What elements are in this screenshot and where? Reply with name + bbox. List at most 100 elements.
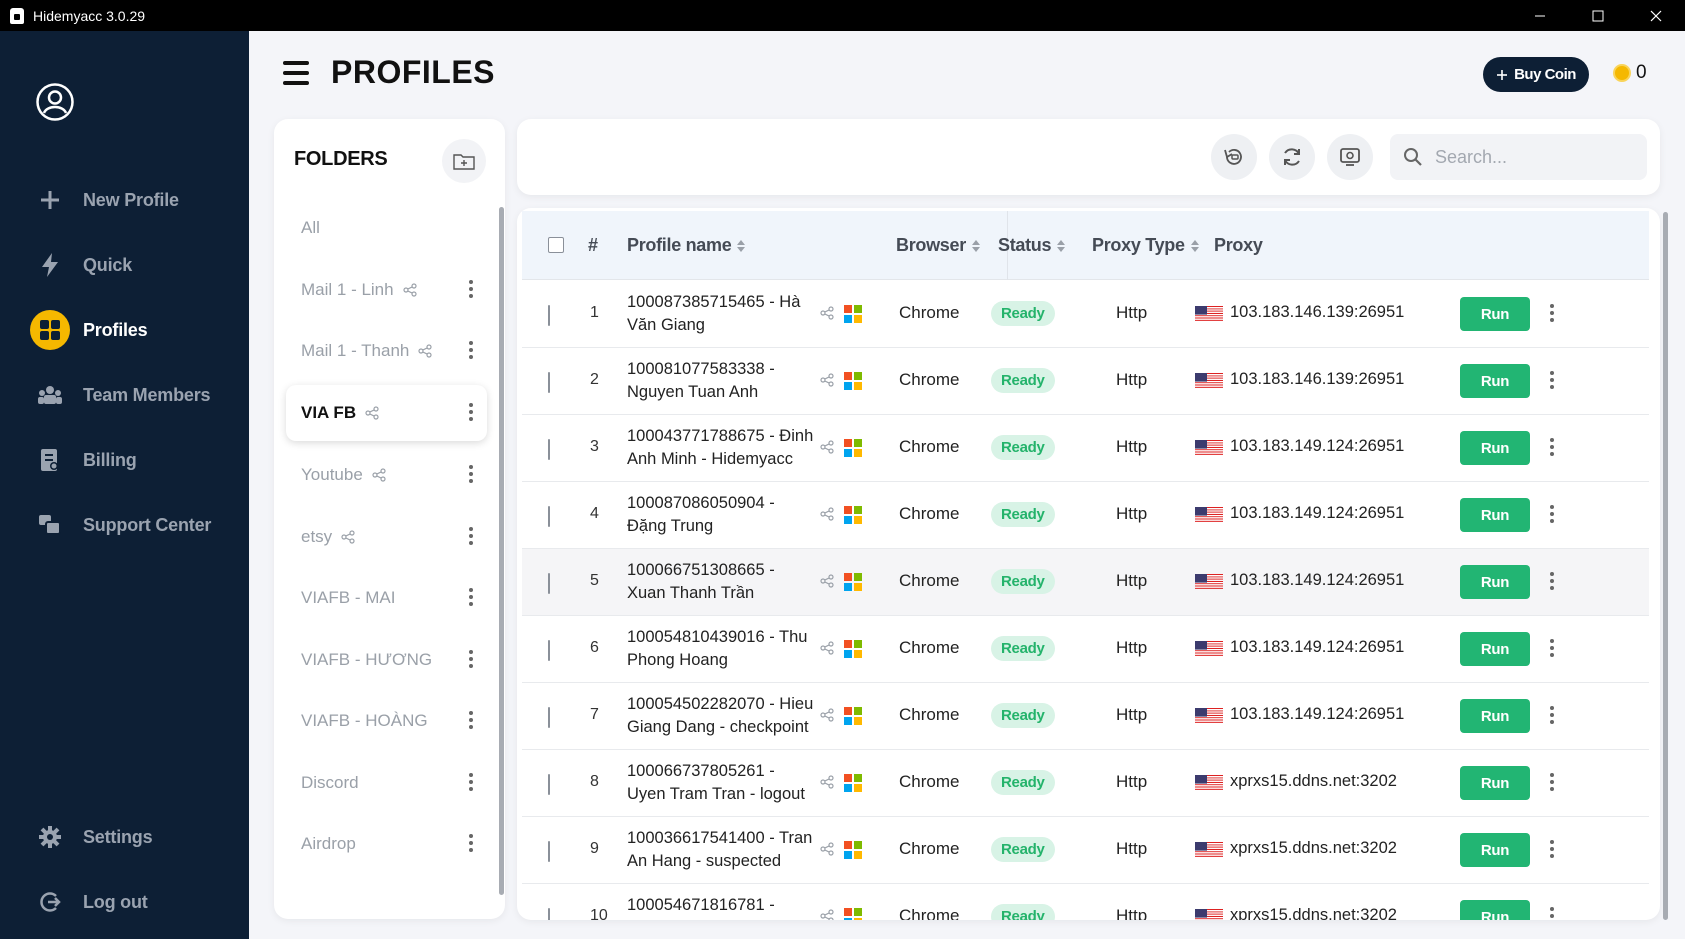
- share-icon[interactable]: [820, 439, 834, 459]
- folder-item[interactable]: VIAFB - MAI: [286, 570, 487, 626]
- table-row[interactable]: 7 100054502282070 - Hieu Giang Dang - che…: [522, 683, 1649, 750]
- run-button[interactable]: Run: [1460, 833, 1530, 867]
- more-options-icon[interactable]: [469, 403, 473, 421]
- profile-name[interactable]: 100087086050904 - Đặng Trung: [627, 494, 775, 535]
- share-icon[interactable]: [820, 707, 834, 727]
- row-checkbox[interactable]: [548, 707, 550, 728]
- run-button[interactable]: Run: [1460, 431, 1530, 465]
- folders-scrollbar[interactable]: [499, 207, 504, 895]
- column-header-proxy-type[interactable]: Proxy Type: [1092, 235, 1199, 256]
- more-options-icon[interactable]: [469, 711, 473, 729]
- sidebar-item-billing[interactable]: Billing: [30, 440, 137, 480]
- table-row[interactable]: 5 100066751308665 - Xuan Thanh Trần Chrome…: [522, 549, 1649, 616]
- more-options-icon[interactable]: [469, 650, 473, 668]
- row-checkbox[interactable]: [548, 774, 550, 795]
- more-options-icon[interactable]: [469, 527, 473, 545]
- folder-item[interactable]: VIA FB: [286, 385, 487, 441]
- folder-item[interactable]: VIAFB - HOÀNG: [286, 693, 487, 749]
- more-options-icon[interactable]: [1550, 572, 1554, 590]
- profile-name[interactable]: 100066751308665 - Xuan Thanh Trần: [627, 561, 775, 602]
- row-checkbox[interactable]: [548, 506, 550, 527]
- share-icon[interactable]: [820, 640, 834, 660]
- table-row[interactable]: 9 100036617541400 - Tran An Hang - suspec…: [522, 817, 1649, 884]
- row-checkbox[interactable]: [548, 908, 550, 920]
- run-button[interactable]: Run: [1460, 565, 1530, 599]
- folder-item[interactable]: Mail 1 - Linh: [286, 262, 487, 318]
- column-header-profile-name[interactable]: Profile name: [627, 235, 746, 256]
- more-options-icon[interactable]: [469, 588, 473, 606]
- share-icon[interactable]: [820, 908, 834, 920]
- table-scrollbar[interactable]: [1663, 212, 1668, 920]
- folder-item[interactable]: Airdrop: [286, 816, 487, 872]
- sidebar-item-new-profile[interactable]: New Profile: [30, 180, 179, 220]
- table-row[interactable]: 1 100087385715465 - Hà Văn Giang Chrome Rea…: [522, 281, 1649, 348]
- sidebar-item-quick[interactable]: Quick: [30, 245, 132, 285]
- sidebar-item-log-out[interactable]: Log out: [30, 882, 148, 922]
- profile-name[interactable]: 100054671816781 - Thien: [627, 896, 775, 920]
- more-options-icon[interactable]: [469, 341, 473, 359]
- folder-item[interactable]: etsy: [286, 509, 487, 565]
- more-options-icon[interactable]: [1550, 840, 1554, 858]
- share-icon[interactable]: [820, 305, 834, 325]
- table-row[interactable]: 2 100081077583338 - Nguyen Tuan Anh Chrome…: [522, 348, 1649, 415]
- run-button[interactable]: Run: [1460, 900, 1530, 920]
- search-input[interactable]: [1435, 146, 1635, 168]
- folder-item[interactable]: All: [286, 200, 487, 256]
- menu-icon[interactable]: [283, 61, 309, 85]
- refresh-button[interactable]: [1269, 134, 1315, 180]
- profile-name[interactable]: 100087385715465 - Hà Văn Giang: [627, 293, 801, 334]
- profile-name[interactable]: 100081077583338 - Nguyen Tuan Anh: [627, 360, 775, 401]
- run-button[interactable]: Run: [1460, 766, 1530, 800]
- more-options-icon[interactable]: [1550, 706, 1554, 724]
- sidebar-item-settings[interactable]: Settings: [30, 817, 153, 857]
- history-button[interactable]: [1211, 134, 1257, 180]
- sidebar-item-support-center[interactable]: Support Center: [30, 505, 211, 545]
- row-checkbox[interactable]: [548, 439, 550, 460]
- run-button[interactable]: Run: [1460, 498, 1530, 532]
- column-header-status[interactable]: Status: [998, 235, 1066, 256]
- more-options-icon[interactable]: [1550, 438, 1554, 456]
- more-options-icon[interactable]: [1550, 371, 1554, 389]
- screen-settings-button[interactable]: [1327, 134, 1373, 180]
- minimize-icon[interactable]: [1511, 0, 1569, 31]
- more-options-icon[interactable]: [469, 773, 473, 791]
- share-icon[interactable]: [820, 573, 834, 593]
- more-options-icon[interactable]: [1550, 639, 1554, 657]
- more-options-icon[interactable]: [469, 834, 473, 852]
- folder-item[interactable]: Discord: [286, 755, 487, 811]
- table-row[interactable]: 10 100054671816781 - Thien Chrome Ready Http…: [522, 884, 1649, 920]
- profile-name[interactable]: 100054502282070 - Hieu Giang Dang - chec…: [627, 695, 814, 736]
- add-folder-button[interactable]: [442, 139, 486, 183]
- more-options-icon[interactable]: [1550, 505, 1554, 523]
- profile-name[interactable]: 100043771788675 - Đinh Anh Minh - Hidemy…: [627, 427, 814, 468]
- more-options-icon[interactable]: [1550, 773, 1554, 791]
- profile-name[interactable]: 100066737805261 - Uyen Tram Tran - logou…: [627, 762, 805, 803]
- run-button[interactable]: Run: [1460, 699, 1530, 733]
- sidebar-item-team-members[interactable]: Team Members: [30, 375, 211, 415]
- share-icon[interactable]: [820, 506, 834, 526]
- more-options-icon[interactable]: [469, 280, 473, 298]
- folder-item[interactable]: VIAFB - HƯƠNG: [286, 632, 487, 688]
- avatar-icon[interactable]: [35, 82, 75, 127]
- row-checkbox[interactable]: [548, 640, 550, 661]
- table-row[interactable]: 3 100043771788675 - Đinh Anh Minh - Hidem…: [522, 415, 1649, 482]
- buy-coin-button[interactable]: Buy Coin: [1483, 57, 1589, 92]
- sidebar-item-profiles[interactable]: Profiles: [30, 310, 148, 350]
- run-button[interactable]: Run: [1460, 297, 1530, 331]
- more-options-icon[interactable]: [1550, 907, 1554, 920]
- more-options-icon[interactable]: [469, 465, 473, 483]
- close-icon[interactable]: [1627, 0, 1685, 31]
- row-checkbox[interactable]: [548, 305, 550, 326]
- folder-item[interactable]: Mail 1 - Thanh: [286, 323, 487, 379]
- column-header-browser[interactable]: Browser: [896, 235, 980, 256]
- maximize-icon[interactable]: [1569, 0, 1627, 31]
- run-button[interactable]: Run: [1460, 632, 1530, 666]
- row-checkbox[interactable]: [548, 372, 550, 393]
- table-row[interactable]: 6 100054810439016 - Thu Phong Hoang Chrome…: [522, 616, 1649, 683]
- folder-item[interactable]: Youtube: [286, 447, 487, 503]
- share-icon[interactable]: [820, 372, 834, 392]
- run-button[interactable]: Run: [1460, 364, 1530, 398]
- more-options-icon[interactable]: [1550, 304, 1554, 322]
- row-checkbox[interactable]: [548, 573, 550, 594]
- share-icon[interactable]: [820, 841, 834, 861]
